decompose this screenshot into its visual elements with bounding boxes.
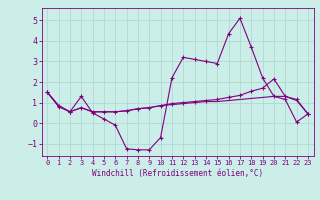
X-axis label: Windchill (Refroidissement éolien,°C): Windchill (Refroidissement éolien,°C) — [92, 169, 263, 178]
